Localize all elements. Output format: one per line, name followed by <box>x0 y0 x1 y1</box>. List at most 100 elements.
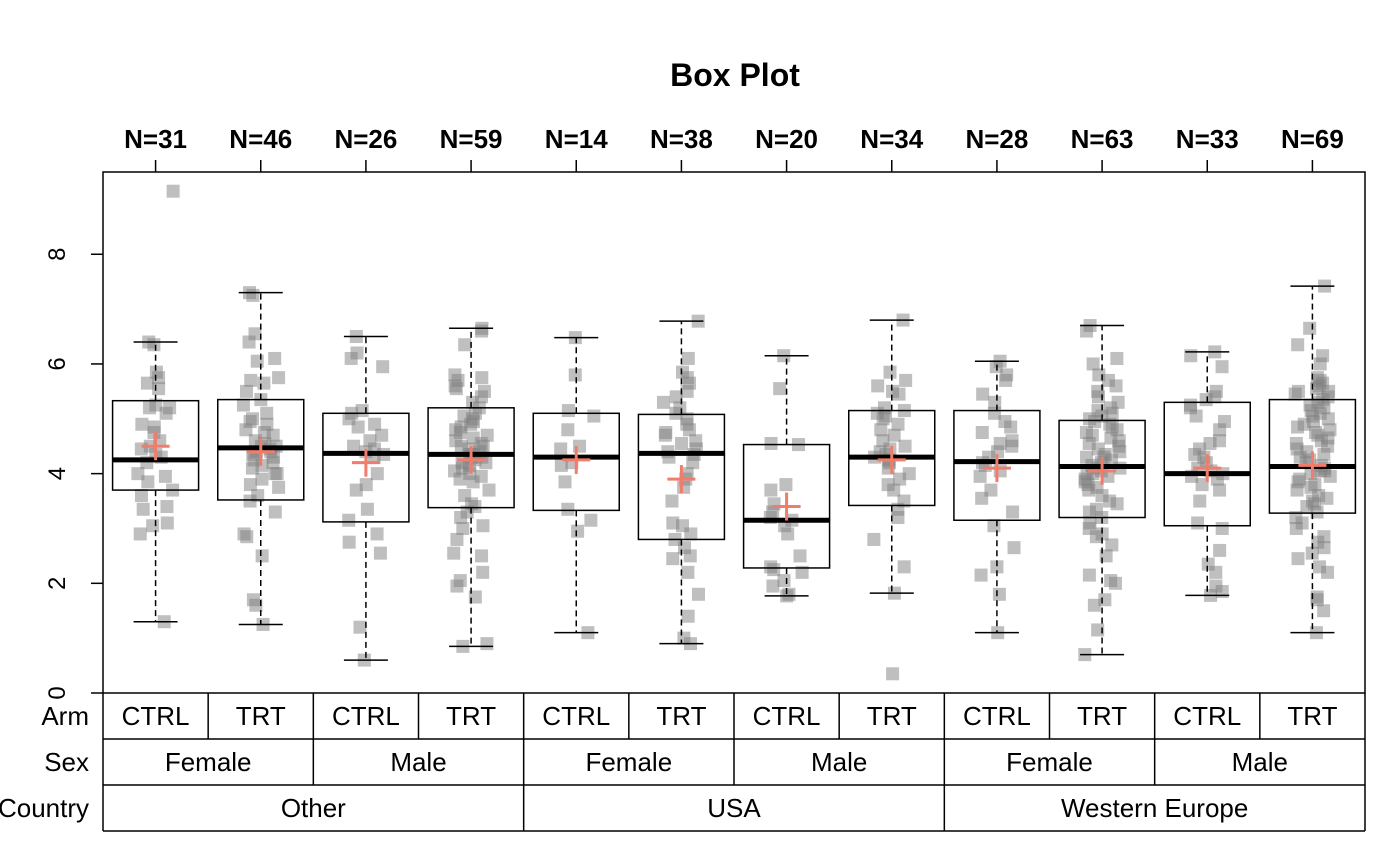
data-point <box>359 478 373 492</box>
data-point <box>561 502 575 516</box>
data-point <box>1215 521 1229 535</box>
country-label: Other <box>281 793 346 823</box>
data-point <box>1000 368 1014 382</box>
data-point <box>250 354 264 368</box>
data-point <box>998 415 1012 429</box>
data-point <box>246 593 260 607</box>
data-point <box>458 489 472 503</box>
data-point <box>1193 442 1207 456</box>
y-tick-label: 8 <box>44 248 71 261</box>
arm-label: CTRL <box>1173 701 1241 731</box>
data-point <box>255 472 269 486</box>
data-point <box>988 395 1002 409</box>
data-point <box>897 494 911 508</box>
data-point <box>883 365 897 379</box>
arm-label: TRT <box>236 701 286 731</box>
data-point <box>260 417 274 431</box>
sex-label: Female <box>1006 747 1093 777</box>
box-iqr <box>953 409 1041 521</box>
data-point <box>448 368 462 382</box>
data-point <box>133 527 147 541</box>
n-label: N=38 <box>650 124 713 154</box>
y-tick-label: 6 <box>44 357 71 370</box>
data-point <box>1110 351 1124 365</box>
data-point <box>568 368 582 382</box>
data-point <box>447 546 461 560</box>
data-point <box>1213 434 1227 448</box>
data-point <box>764 436 778 450</box>
data-point <box>1291 552 1305 566</box>
data-point <box>1217 415 1231 429</box>
sex-label: Female <box>585 747 672 777</box>
data-point <box>984 483 998 497</box>
data-point <box>1213 543 1227 557</box>
data-point <box>681 565 695 579</box>
data-point <box>1080 450 1094 464</box>
data-point <box>1310 590 1324 604</box>
data-point <box>272 371 286 385</box>
n-label: N=20 <box>755 124 818 154</box>
box-iqr <box>742 443 831 569</box>
data-point <box>680 412 694 426</box>
n-label: N=59 <box>440 124 503 154</box>
data-point <box>237 527 251 541</box>
data-point <box>1209 579 1223 593</box>
n-label: N=26 <box>334 124 397 154</box>
data-point <box>1215 360 1229 374</box>
data-point <box>363 434 377 448</box>
data-point <box>767 497 781 511</box>
data-point <box>347 439 361 453</box>
data-point <box>268 351 282 365</box>
data-point <box>134 489 148 503</box>
data-point <box>453 574 467 588</box>
data-point <box>554 458 568 472</box>
data-point <box>975 426 989 439</box>
data-point <box>766 579 780 593</box>
arm-label: CTRL <box>122 701 190 731</box>
data-point <box>131 467 145 481</box>
data-point <box>480 428 494 442</box>
data-point <box>243 478 257 492</box>
data-point <box>899 373 913 387</box>
data-point <box>251 489 265 503</box>
data-point <box>477 384 491 398</box>
data-point <box>482 483 496 497</box>
data-point <box>1193 494 1207 508</box>
data-point <box>1086 357 1100 371</box>
data-point <box>779 478 793 492</box>
boxes-layer <box>111 285 1357 661</box>
data-point <box>370 527 384 541</box>
data-point <box>1104 574 1118 588</box>
data-point <box>1213 483 1227 497</box>
data-point <box>673 401 687 415</box>
data-point <box>1087 598 1101 612</box>
sex-label: Female <box>165 747 252 777</box>
data-point <box>676 365 690 379</box>
data-point <box>373 546 387 560</box>
box-iqr <box>637 413 726 541</box>
data-point <box>1316 349 1330 363</box>
arm-label: TRT <box>1287 701 1337 731</box>
data-point <box>773 382 787 396</box>
data-point <box>691 587 705 601</box>
y-axis: 0 2 4 6 8 <box>44 248 103 700</box>
data-point <box>681 609 695 623</box>
data-point <box>1006 505 1020 519</box>
data-point <box>458 338 472 352</box>
data-point <box>272 480 286 494</box>
data-point <box>1291 338 1305 352</box>
arm-label: TRT <box>656 701 706 731</box>
box-iqr <box>111 399 200 491</box>
arm-label: CTRL <box>963 701 1031 731</box>
plot-frame <box>102 171 1366 694</box>
data-point <box>993 436 1007 450</box>
data-point <box>257 376 271 390</box>
data-point <box>1308 478 1322 492</box>
data-point <box>1201 557 1215 571</box>
data-point <box>902 467 916 481</box>
points-layer <box>131 184 1337 681</box>
data-point <box>450 532 464 546</box>
data-point <box>160 516 174 530</box>
row-label: Country <box>0 793 89 823</box>
data-point <box>1289 436 1303 450</box>
